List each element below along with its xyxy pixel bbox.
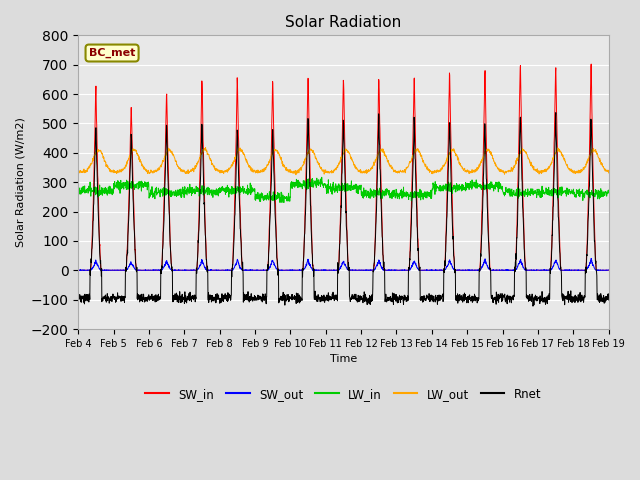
Title: Solar Radiation: Solar Radiation [285,15,401,30]
SW_out [498,267,506,273]
Rnet [552,110,559,116]
Rnet [497,295,505,300]
SW_out [74,267,82,273]
LW_in [359,190,367,196]
Rnet [529,303,537,309]
LW_out [74,168,82,174]
Line: LW_in: LW_in [78,177,609,203]
SW_out [359,267,367,273]
SW_in [588,61,595,67]
LW_in [573,188,580,193]
SW_in [605,267,612,273]
Line: LW_out: LW_out [78,148,609,175]
Rnet [222,292,230,298]
SW_out [573,267,580,273]
SW_in [558,267,566,273]
Line: SW_out: SW_out [78,258,609,270]
LW_in [280,200,288,205]
LW_out [605,170,612,176]
LW_out [202,145,209,151]
SW_out [605,267,612,273]
LW_out [359,170,367,176]
SW_out [75,267,83,273]
SW_in [222,267,230,273]
LW_out [292,172,300,178]
Rnet [558,295,566,301]
X-axis label: Time: Time [330,354,357,364]
LW_out [223,168,230,174]
LW_out [498,168,506,173]
Rnet [74,300,82,305]
LW_in [558,191,566,197]
LW_out [371,160,378,166]
Legend: SW_in, SW_out, LW_in, LW_out, Rnet: SW_in, SW_out, LW_in, LW_out, Rnet [141,383,546,405]
Rnet [370,260,378,266]
SW_out [588,255,595,261]
LW_in [371,187,378,193]
SW_in [573,267,580,273]
Y-axis label: Solar Radiation (W/m2): Solar Radiation (W/m2) [15,117,25,247]
LW_in [605,187,612,193]
Rnet [573,298,580,303]
Line: SW_in: SW_in [78,64,609,270]
SW_in [497,267,505,273]
Rnet [358,295,366,301]
SW_in [358,267,366,273]
LW_in [74,188,82,194]
SW_out [371,267,378,273]
LW_in [222,184,230,190]
Rnet [605,297,612,303]
SW_in [370,262,378,268]
LW_out [558,153,566,158]
LW_in [498,185,506,191]
SW_out [223,267,230,273]
Line: Rnet: Rnet [78,113,609,306]
SW_out [558,267,566,273]
Text: BC_met: BC_met [89,48,135,58]
LW_out [573,170,580,176]
LW_in [318,174,326,180]
SW_in [74,267,82,273]
